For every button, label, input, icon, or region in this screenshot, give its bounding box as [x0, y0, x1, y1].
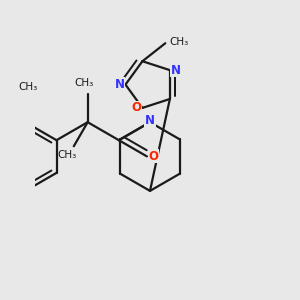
Text: O: O: [131, 101, 142, 114]
Text: N: N: [171, 64, 181, 76]
Text: CH₃: CH₃: [57, 150, 76, 160]
Text: N: N: [115, 78, 124, 91]
Text: CH₃: CH₃: [19, 82, 38, 92]
Text: O: O: [148, 150, 158, 163]
Text: CH₃: CH₃: [169, 37, 188, 46]
Text: CH₃: CH₃: [75, 79, 94, 88]
Text: N: N: [145, 114, 155, 127]
